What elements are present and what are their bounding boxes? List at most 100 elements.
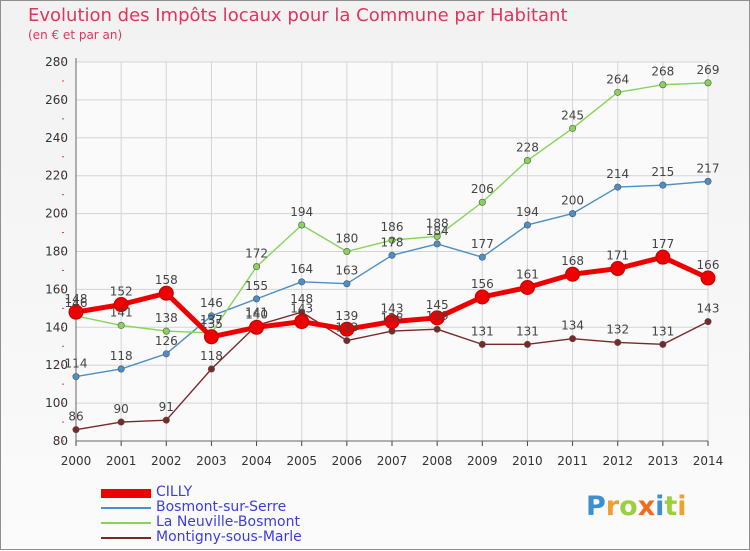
x-tick-label-2005: 2005 (286, 454, 317, 468)
proxiti-logo: Proxiti (586, 491, 687, 522)
data-point-cilly-2014 (700, 270, 716, 286)
data-point-la-neuville-bosmont-2008 (433, 232, 441, 240)
data-label-montigny-sous-marle-2004: 141 (245, 305, 268, 319)
data-point-cilly-2005 (294, 314, 310, 330)
data-label-cilly-2004: 140 (245, 307, 268, 321)
data-point-montigny-sous-marle-2009 (478, 340, 486, 348)
data-label-montigny-sous-marle-2007: 138 (381, 311, 404, 325)
x-tick-label-2000: 2000 (61, 454, 92, 468)
data-label-montigny-sous-marle-2001: 90 (114, 402, 129, 416)
data-point-la-neuville-bosmont-2005 (298, 221, 306, 229)
data-point-montigny-sous-marle-2010 (523, 340, 531, 348)
data-label-la-neuville-bosmont-2012: 264 (606, 72, 629, 86)
data-label-montigny-sous-marle-2002: 91 (159, 400, 174, 414)
y-tick-label-240: 240 (45, 131, 68, 145)
data-point-montigny-sous-marle-2002 (162, 416, 170, 424)
data-point-bosmont-sur-serre-2008 (433, 240, 441, 248)
data-point-bosmont-sur-serre-2010 (523, 221, 531, 229)
data-point-cilly-2010 (519, 280, 535, 296)
data-point-montigny-sous-marle-2013 (659, 340, 667, 348)
data-label-cilly-2006: 139 (335, 309, 358, 323)
data-label-montigny-sous-marle-2008: 139 (426, 309, 449, 323)
chart-subtitle: (en € et par an) (28, 28, 123, 42)
data-label-montigny-sous-marle-2014: 143 (697, 302, 720, 316)
data-point-bosmont-sur-serre-2013 (659, 181, 667, 189)
data-point-montigny-sous-marle-2003 (207, 365, 215, 373)
data-point-cilly-2012 (610, 261, 626, 277)
y-tick-label-180: 180 (45, 245, 68, 259)
data-point-bosmont-sur-serre-2004 (253, 295, 261, 303)
data-label-montigny-sous-marle-2000: 86 (68, 410, 83, 424)
data-label-bosmont-sur-serre-2007: 178 (381, 235, 404, 249)
data-label-bosmont-sur-serre-2005: 164 (290, 262, 313, 276)
data-point-la-neuville-bosmont-2001 (117, 321, 125, 329)
data-point-bosmont-sur-serre-2009 (478, 253, 486, 261)
data-label-la-neuville-bosmont-2009: 206 (471, 182, 494, 196)
data-label-bosmont-sur-serre-2002: 126 (155, 334, 178, 348)
data-label-bosmont-sur-serre-2006: 163 (335, 264, 358, 278)
data-label-montigny-sous-marle-2012: 132 (606, 322, 629, 336)
data-label-montigny-sous-marle-2009: 131 (471, 324, 494, 338)
data-point-cilly-2008 (429, 310, 445, 326)
x-tick-label-2013: 2013 (648, 454, 679, 468)
data-point-bosmont-sur-serre-2000 (72, 373, 80, 381)
data-label-bosmont-sur-serre-2001: 118 (110, 349, 133, 363)
logo-letter: o (619, 491, 638, 522)
x-tick-label-2011: 2011 (557, 454, 588, 468)
legend-swatch-bosmont-sur-serre (101, 507, 151, 509)
data-label-cilly-2000: 148 (65, 292, 88, 306)
data-point-la-neuville-bosmont-2004 (253, 263, 261, 271)
data-label-cilly-2010: 161 (516, 268, 539, 282)
data-point-montigny-sous-marle-2011 (569, 335, 577, 343)
data-label-la-neuville-bosmont-2005: 194 (290, 205, 313, 219)
data-label-cilly-2013: 177 (651, 237, 674, 251)
y-tick-label-120: 120 (45, 358, 68, 372)
data-label-cilly-2002: 158 (155, 273, 178, 287)
data-point-cilly-2006 (339, 321, 355, 337)
y-tick-label-260: 260 (45, 93, 68, 107)
data-label-cilly-2012: 171 (606, 249, 629, 263)
data-point-la-neuville-bosmont-2014 (704, 79, 712, 87)
chart-title: Evolution des Impôts locaux pour la Comm… (28, 5, 568, 26)
logo-letter: i (655, 491, 665, 522)
y-tick-label-280: 280 (45, 55, 68, 69)
data-point-cilly-2004 (249, 319, 265, 335)
data-label-cilly-2001: 152 (110, 285, 133, 299)
data-point-cilly-2002 (158, 285, 174, 301)
data-point-la-neuville-bosmont-2002 (162, 327, 170, 335)
data-point-bosmont-sur-serre-2007 (388, 251, 396, 259)
y-tick-label-100: 100 (45, 396, 68, 410)
data-label-montigny-sous-marle-2010: 131 (516, 324, 539, 338)
data-label-la-neuville-bosmont-2011: 245 (561, 108, 584, 122)
data-label-la-neuville-bosmont-2006: 180 (335, 232, 358, 246)
data-point-cilly-2011 (565, 266, 581, 282)
logo-letter: i (677, 491, 687, 522)
data-label-la-neuville-bosmont-2014: 269 (697, 63, 720, 77)
x-tick-label-2010: 2010 (512, 454, 543, 468)
data-label-bosmont-sur-serre-2010: 194 (516, 205, 539, 219)
data-label-bosmont-sur-serre-2000: 114 (65, 357, 88, 371)
data-point-montigny-sous-marle-2000 (72, 426, 80, 434)
x-tick-label-2001: 2001 (106, 454, 137, 468)
data-label-montigny-sous-marle-2003: 118 (200, 349, 223, 363)
data-label-la-neuville-bosmont-2003: 137 (200, 313, 223, 327)
data-point-cilly-2007 (384, 314, 400, 330)
data-point-bosmont-sur-serre-2014 (704, 177, 712, 185)
data-point-bosmont-sur-serre-2001 (117, 365, 125, 373)
y-tick-label-200: 200 (45, 207, 68, 221)
data-point-bosmont-sur-serre-2006 (343, 280, 351, 288)
legend-swatch-montigny-sous-marle (101, 537, 151, 539)
logo-letter: t (664, 491, 678, 522)
y-tick-label-220: 220 (45, 169, 68, 183)
data-point-la-neuville-bosmont-2010 (523, 157, 531, 165)
data-point-cilly-2001 (113, 297, 129, 313)
data-label-bosmont-sur-serre-2008: 184 (426, 224, 449, 238)
data-label-bosmont-sur-serre-2003: 146 (200, 296, 223, 310)
data-label-la-neuville-bosmont-2008: 188 (426, 216, 449, 230)
logo-letter: r (605, 491, 620, 522)
data-point-la-neuville-bosmont-2006 (343, 248, 351, 256)
data-label-la-neuville-bosmont-2002: 138 (155, 311, 178, 325)
legend-label-montigny-sous-marle: Montigny-sous-Marle (156, 529, 302, 545)
